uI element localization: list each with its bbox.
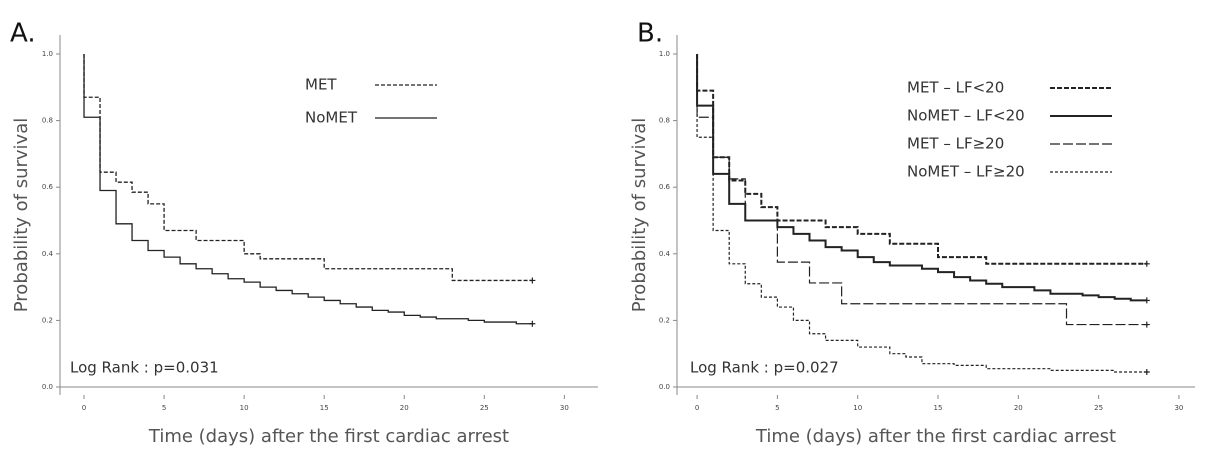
- x-tick-label: 0: [695, 404, 699, 412]
- x-tick-label: 15: [934, 404, 943, 412]
- panel-label: A.: [10, 19, 36, 49]
- y-tick-label: 0.8: [42, 117, 53, 125]
- y-axis-title: Probability of survival: [629, 118, 650, 312]
- legend-label: NoMET: [305, 109, 358, 127]
- censor-mark: [529, 277, 536, 284]
- x-axis-title: Time (days) after the first cardiac arre…: [755, 426, 1116, 447]
- annotation: Log Rank : p=0.031: [70, 359, 219, 377]
- x-tick-label: 15: [320, 404, 329, 412]
- censor-mark: [1143, 321, 1150, 328]
- legend-label: NoMET – LF<20: [907, 107, 1025, 125]
- x-tick-label: 25: [1094, 404, 1103, 412]
- x-tick-label: 10: [853, 404, 862, 412]
- y-tick-label: 0.8: [659, 117, 670, 125]
- legend-label: NoMET – LF≥20: [907, 163, 1025, 181]
- x-tick-label: 0: [82, 404, 86, 412]
- y-tick-label: 1.0: [42, 50, 53, 58]
- y-tick-label: 0.0: [42, 383, 53, 391]
- y-axis-title: Probability of survival: [11, 118, 32, 312]
- legend-label: MET – LF≥20: [907, 135, 1004, 153]
- y-tick-label: 0.6: [659, 183, 671, 191]
- censor-mark: [1143, 297, 1150, 304]
- x-tick-label: 5: [775, 404, 779, 412]
- annotation: Log Rank : p=0.027: [690, 359, 839, 377]
- x-tick-label: 20: [400, 404, 409, 412]
- y-tick-label: 0.4: [42, 250, 54, 258]
- y-tick-label: 1.0: [659, 50, 670, 58]
- x-axis-title: Time (days) after the first cardiac arre…: [148, 426, 509, 447]
- censor-mark: [529, 320, 536, 327]
- censor-mark: [1143, 369, 1150, 376]
- x-tick-label: 5: [162, 404, 166, 412]
- y-tick-label: 0.0: [659, 383, 670, 391]
- survival-curve: [696, 53, 1147, 373]
- y-tick-label: 0.6: [42, 183, 54, 191]
- legend-label: MET: [305, 76, 337, 94]
- x-tick-label: 30: [560, 404, 569, 412]
- y-tick-label: 0.2: [659, 316, 670, 324]
- survival-curve: [83, 53, 533, 282]
- y-tick-label: 0.4: [659, 250, 671, 258]
- x-tick-label: 25: [480, 404, 489, 412]
- x-tick-label: 20: [1014, 404, 1023, 412]
- x-tick-label: 10: [240, 404, 249, 412]
- x-tick-label: 30: [1174, 404, 1183, 412]
- censor-mark: [1143, 260, 1150, 267]
- survival-curve: [696, 53, 1147, 302]
- survival-curve: [83, 53, 533, 325]
- legend-label: MET – LF<20: [907, 79, 1004, 97]
- panel-label: B.: [637, 19, 663, 49]
- y-tick-label: 0.2: [42, 316, 53, 324]
